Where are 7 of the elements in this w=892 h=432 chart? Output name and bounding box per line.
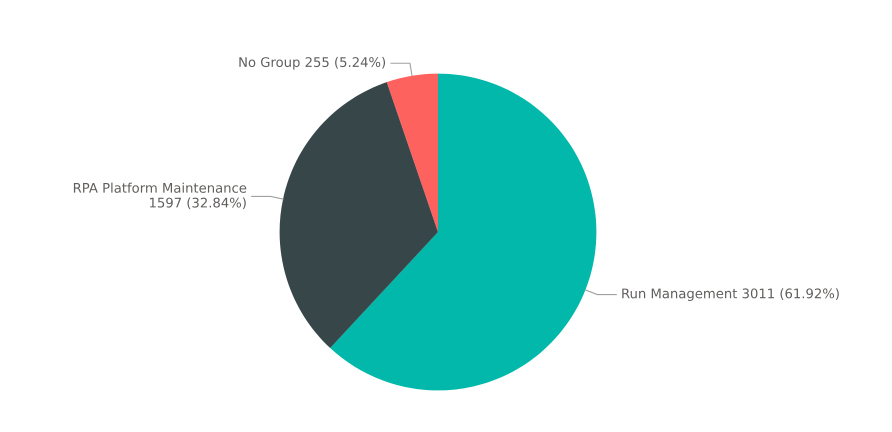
data-label: 1597 (32.84%) [150, 197, 246, 210]
slice-label: No Group 255 (5.24%) [239, 56, 386, 70]
slice-label: RPA Platform Maintenance [74, 182, 246, 193]
pie-slice [386, 74, 438, 232]
slice-label: Run Management 3011 (61.92%) [622, 288, 839, 301]
pie-slice [280, 82, 438, 348]
pie-slice [330, 74, 596, 390]
